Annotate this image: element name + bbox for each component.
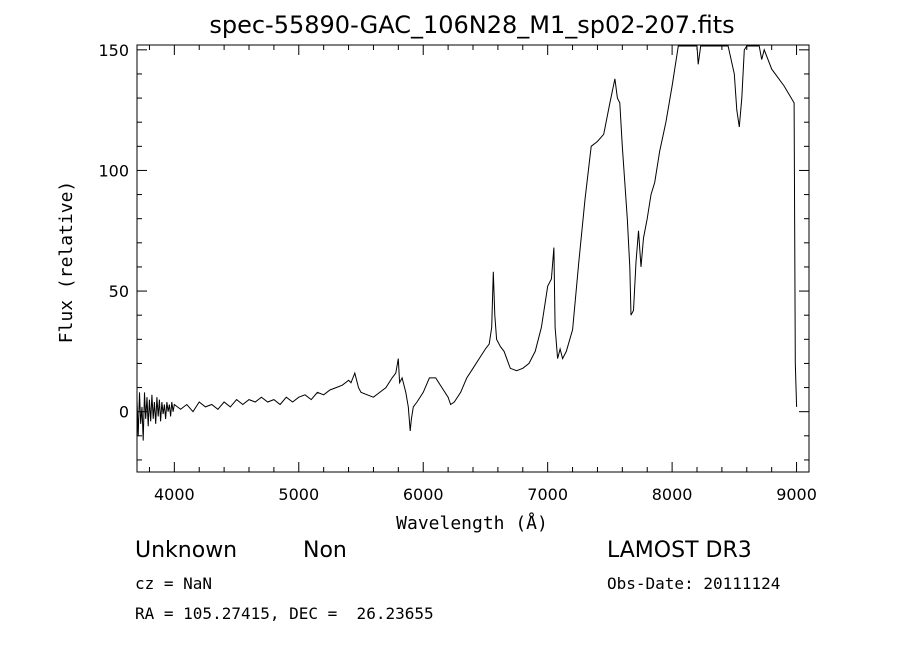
coordinates-line: RA = 105.27415, DEC = 26.23655 xyxy=(135,604,434,623)
obs-date-line: Obs-Date: 20111124 xyxy=(607,574,781,593)
object-class: Unknown xyxy=(135,538,238,563)
y-tick-label: 0 xyxy=(119,403,129,422)
chart-title: spec-55890-GAC_106N28_M1_sp02-207.fits xyxy=(209,11,734,39)
x-axis-tick-labels: 4000 5000 6000 7000 8000 9000 xyxy=(154,485,817,504)
x-tick-label: 8000 xyxy=(652,485,693,504)
plot-area-border xyxy=(136,44,810,473)
plot-frame xyxy=(136,44,810,473)
x-tick-label: 4000 xyxy=(154,485,195,504)
y-tick-label: 150 xyxy=(98,41,129,60)
x-tick-label: 7000 xyxy=(527,485,568,504)
redshift-line: cz = NaN xyxy=(135,574,213,593)
y-tick-label: 50 xyxy=(109,282,129,301)
y-axis-tick-labels: 0 50 100 150 xyxy=(98,41,129,422)
object-subclass: Non xyxy=(303,538,347,563)
x-tick-label: 5000 xyxy=(278,485,319,504)
y-tick-label: 100 xyxy=(98,161,129,180)
y-axis-label: Flux (relative) xyxy=(56,181,77,344)
spectrum-line xyxy=(136,45,798,441)
x-axis-ticks xyxy=(148,45,798,472)
x-tick-label: 9000 xyxy=(776,485,817,504)
y-axis-ticks xyxy=(137,49,809,461)
x-tick-label: 6000 xyxy=(403,485,444,504)
x-axis-label: Wavelength (Å) xyxy=(396,512,548,534)
survey-name: LAMOST DR3 xyxy=(607,538,752,563)
